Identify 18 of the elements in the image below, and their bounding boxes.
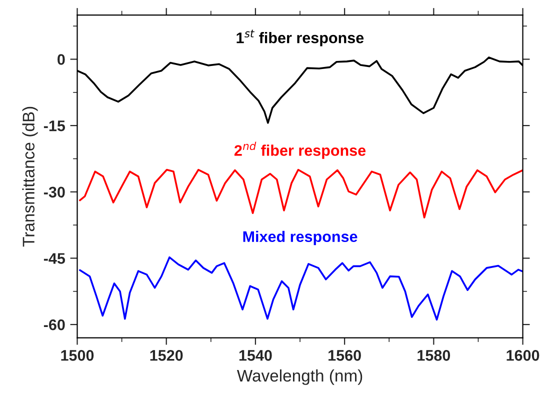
y-tick-label: -30 xyxy=(44,186,65,198)
series-label: Mixed response xyxy=(243,230,358,246)
series-label: 1$^{st}$ fiber response xyxy=(236,30,364,46)
x-tick-label: 1500 xyxy=(61,350,94,361)
series-label: 2$^{nd}$ fiber response xyxy=(234,142,366,159)
x-tick-label: 1520 xyxy=(150,350,183,361)
y-tick-label: -15 xyxy=(44,120,66,132)
x-tick-label: 1580 xyxy=(418,350,450,361)
x-axis-title: Wavelength (nm) xyxy=(236,369,362,385)
y-tick-label: -60 xyxy=(44,319,65,330)
x-tick-label: 1560 xyxy=(328,350,361,361)
line-series xyxy=(79,256,523,321)
y-tick-label: 0 xyxy=(58,54,65,65)
x-tick-label: 1540 xyxy=(239,350,272,361)
y-tick-label: -45 xyxy=(44,253,66,264)
x-tick-label: 1600 xyxy=(506,350,540,361)
line-series xyxy=(79,168,523,218)
y-axis-title: Transmittance (dB) xyxy=(22,106,38,247)
